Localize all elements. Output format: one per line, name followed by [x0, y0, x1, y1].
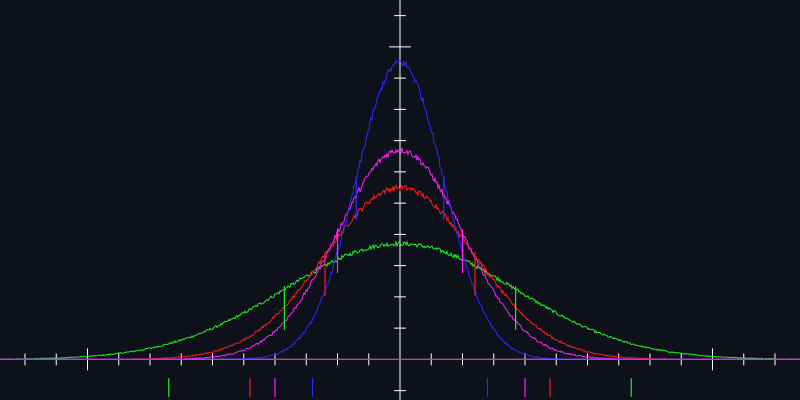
sigma-markers	[168, 176, 632, 397]
curves	[0, 59, 800, 360]
distribution-curve	[0, 240, 800, 360]
